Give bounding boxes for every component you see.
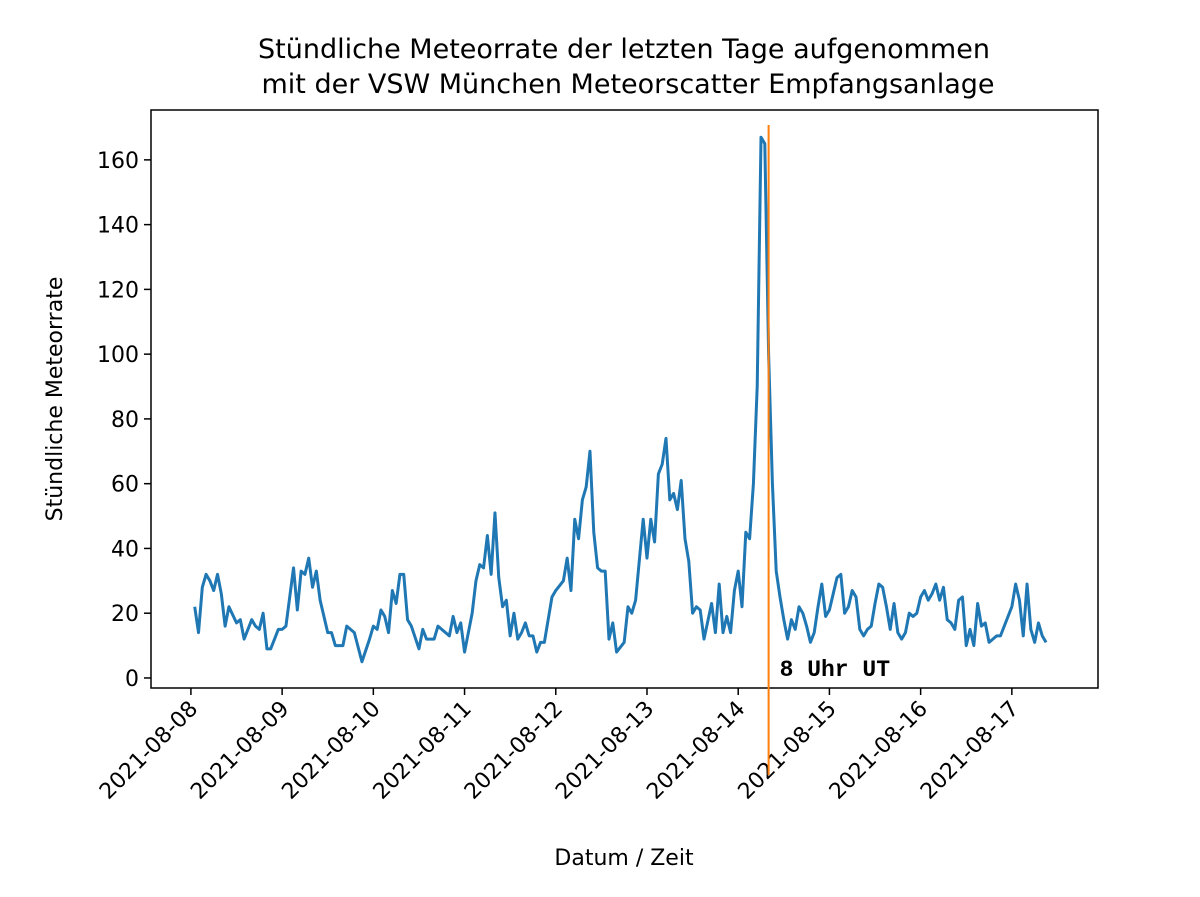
- y-tick-label: 40: [111, 537, 139, 562]
- plot-frame: [150, 109, 1099, 689]
- y-tick-label: 80: [111, 408, 139, 433]
- y-tick-label: 20: [111, 602, 139, 627]
- chart-title: mit der VSW München Meteorscatter Empfan…: [261, 69, 994, 100]
- x-tick-label: 2021-08-17: [916, 697, 1024, 805]
- y-axis-label: Stündliche Meteorrate: [43, 277, 68, 522]
- y-tick-label: 60: [111, 473, 139, 498]
- y-tick-label: 140: [97, 214, 139, 239]
- y-tick-label: 160: [97, 149, 139, 174]
- y-tick-label: 100: [97, 343, 139, 368]
- data-line: [193, 135, 1048, 664]
- annotation-text: 8 Uhr UT: [780, 657, 891, 683]
- y-tick-label: 0: [125, 667, 139, 692]
- x-axis-label: Datum / Zeit: [554, 846, 694, 871]
- chart-title: Stündliche Meteorrate der letzten Tage a…: [258, 34, 990, 65]
- y-tick-label: 120: [97, 278, 139, 303]
